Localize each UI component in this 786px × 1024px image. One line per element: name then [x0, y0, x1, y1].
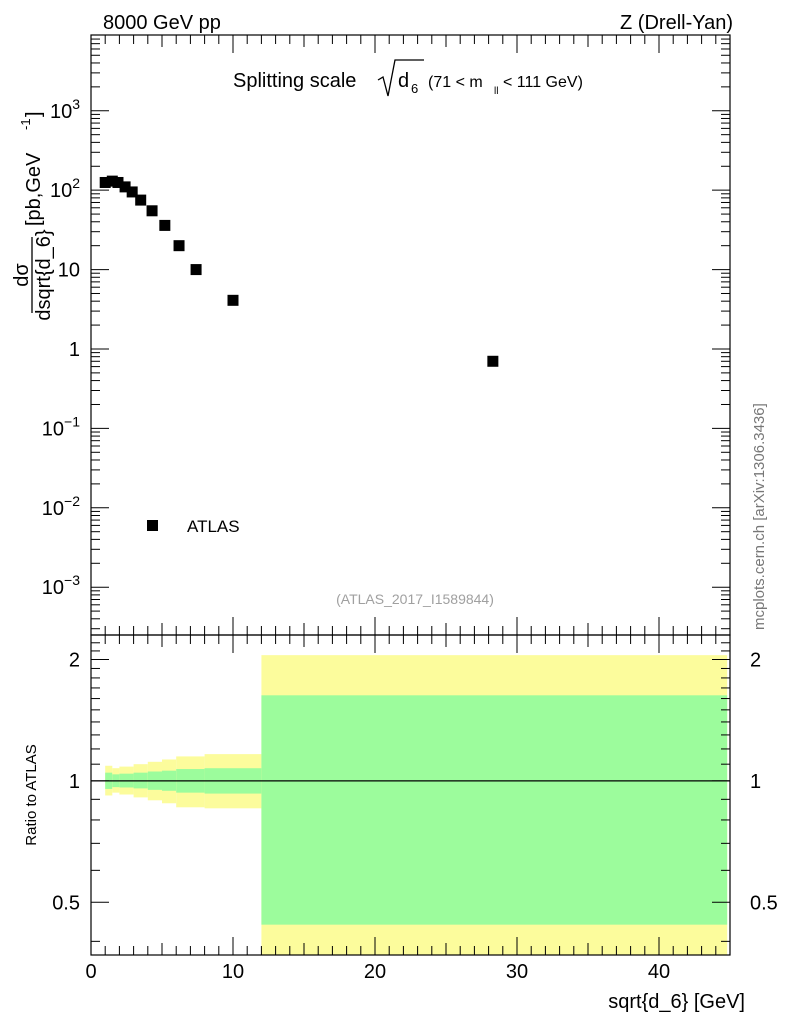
data-point-marker [190, 264, 202, 276]
top-panel-frame [90, 34, 731, 636]
top-y-axis-label: dσ dsqrt{d_6} [pb,GeV -1 ] [11, 111, 55, 320]
ratio-y-tick-labels: 0.5 0.5 1 1 2 2 [52, 649, 778, 914]
top-y-tick-label: 10−1 [42, 413, 80, 440]
top-y-tick-label: 10−2 [42, 493, 80, 520]
ratio-y-tick-label-left: 2 [69, 649, 80, 671]
top-y-tick-label: 1 [69, 339, 80, 361]
top-y-tick-label: 10 [58, 260, 80, 282]
title-range-sub: ll [494, 86, 498, 97]
ratio-y-tick-label-right: 2 [750, 649, 761, 671]
top-y-tick-labels: 10−3 10−2 10−1 1 10 102 103 [42, 96, 80, 599]
title-sqrt-arg: d [398, 70, 409, 92]
top-data-points [99, 175, 499, 367]
legend-marker [147, 520, 158, 531]
ratio-y-tick-label-right: 0.5 [750, 892, 778, 914]
title-range-post: < 111 GeV) [503, 74, 583, 91]
side-label: mcplots.cern.ch [arXiv:1306.3436] [751, 403, 768, 630]
data-point-marker [119, 181, 131, 193]
data-point-marker [112, 176, 124, 188]
data-point-marker [146, 205, 158, 217]
ratio-uncertainty-bands [105, 655, 728, 955]
ratio-axis-ticks [90, 635, 730, 955]
data-point-marker [227, 294, 239, 306]
data-point-marker [487, 355, 499, 367]
x-tick-label: 20 [364, 961, 386, 983]
top-y-tick-label: 102 [50, 175, 80, 202]
ylabel-unit-post: ] [23, 111, 45, 117]
x-tick-labels: 0 10 20 30 40 [85, 961, 670, 983]
data-point-marker [99, 176, 111, 188]
x-tick-label: 0 [85, 961, 96, 983]
ylabel-denominator: dsqrt{d_6} [33, 229, 55, 321]
legend-label: ATLAS [187, 517, 240, 536]
ratio-y-tick-label-left: 0.5 [52, 892, 80, 914]
data-point-marker [135, 194, 147, 206]
ratio-y-tick-label-left: 1 [69, 771, 80, 793]
data-point-marker [159, 219, 171, 231]
x-axis-label: sqrt{d_6} [GeV] [608, 991, 745, 1013]
plot-title: Splitting scale d 6 (71 < m ll < 111 GeV… [233, 59, 583, 97]
title-sqrt-sub: 6 [411, 81, 418, 96]
ylabel-unit-sup: -1 [18, 118, 33, 130]
data-point-marker [173, 240, 185, 252]
header-right: Z (Drell-Yan) [620, 12, 733, 34]
x-tick-label: 10 [222, 961, 244, 983]
ratio-y-tick-label-right: 1 [750, 771, 761, 793]
x-tick-label: 30 [506, 961, 528, 983]
ratio-y-axis-label: Ratio to ATLAS [23, 744, 40, 845]
x-tick-label: 40 [648, 961, 670, 983]
top-y-tick-label: 103 [50, 96, 80, 123]
inner-band-bin [261, 695, 728, 925]
ylabel-unit-pre: [pb,GeV [23, 152, 45, 226]
top-y-tick-label: 10−3 [42, 572, 80, 599]
sqrt-symbol-icon [377, 59, 424, 97]
ylabel-numerator: dσ [11, 263, 33, 287]
top-axis-ticks [90, 34, 730, 635]
title-range-pre: (71 < m [428, 74, 483, 91]
data-point-marker [106, 175, 118, 187]
legend: ATLAS [147, 517, 240, 536]
analysis-id: (ATLAS_2017_I1589844) [336, 591, 494, 607]
ratio-panel-frame [90, 634, 731, 956]
data-point-marker [126, 186, 138, 198]
header-left: 8000 GeV pp [103, 12, 221, 34]
title-main: Splitting scale [233, 70, 356, 92]
